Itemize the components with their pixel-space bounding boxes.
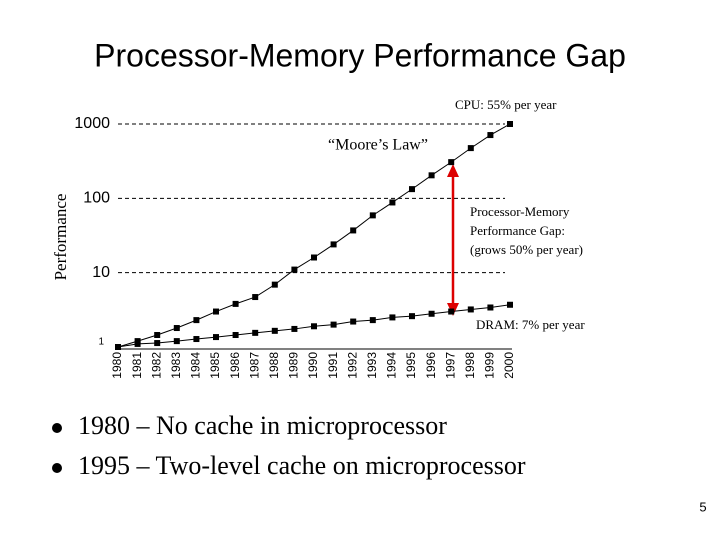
point-marker [330, 241, 337, 248]
point-marker [232, 300, 239, 307]
point-marker [487, 132, 494, 139]
point-marker [154, 340, 161, 347]
moore-annotation: “Moore’s Law” [328, 137, 428, 154]
gap-annotation: (grows 50% per year) [470, 242, 583, 257]
point-marker [448, 308, 455, 315]
x-tick-label: 1986 [228, 352, 242, 379]
page-number: 5 [699, 499, 706, 514]
point-marker [389, 314, 396, 321]
x-tick-label: 1987 [247, 352, 261, 379]
point-marker [173, 325, 180, 332]
x-tick-label: 1989 [287, 352, 301, 379]
point-marker [409, 313, 415, 320]
point-marker [428, 310, 435, 317]
bullet-text: 1995 – Two-level cache on microprocessor [78, 451, 526, 480]
point-marker [389, 199, 396, 206]
x-tick-label: 1982 [149, 352, 163, 379]
point-marker [271, 281, 278, 288]
y-tick-label: 1000 [74, 115, 110, 132]
x-tick-label: 1992 [345, 352, 359, 379]
point-marker [350, 318, 357, 325]
point-marker [252, 294, 259, 301]
x-tick-label: 1984 [189, 352, 203, 379]
bullet-dot [52, 463, 62, 473]
x-tick-label: 1996 [424, 352, 438, 379]
point-marker [173, 338, 180, 345]
point-marker [213, 334, 219, 341]
dram-annotation: DRAM: 7% per year [476, 317, 585, 332]
point-marker [134, 340, 141, 347]
slide-title: Processor-Memory Performance Gap [94, 37, 626, 73]
x-tick-label: 1998 [463, 352, 477, 379]
point-marker [409, 186, 415, 193]
x-tick-label: 1995 [404, 352, 418, 379]
x-tick-label: 1991 [326, 352, 340, 379]
point-marker [467, 145, 474, 152]
point-marker [448, 159, 455, 166]
point-marker [232, 332, 239, 339]
point-marker [291, 325, 298, 332]
x-tick-label: 1988 [267, 352, 281, 379]
point-marker [193, 317, 200, 324]
bullet-text: 1980 – No cache in microprocessor [78, 411, 447, 440]
point-marker [330, 321, 337, 328]
x-tick-label: 1997 [443, 352, 457, 379]
point-marker [428, 172, 435, 179]
x-tick-label: 1981 [130, 352, 144, 379]
y-tick-label: 100 [83, 190, 110, 207]
point-marker [193, 336, 200, 343]
x-tick-label: 1985 [208, 352, 222, 379]
point-marker [369, 317, 376, 324]
x-tick-label: 1990 [306, 352, 320, 379]
x-tick-label: 1983 [169, 352, 183, 379]
x-tick-label: 1999 [483, 352, 497, 379]
point-marker [311, 323, 317, 330]
point-marker [487, 304, 494, 311]
point-marker [507, 121, 513, 127]
cpu-annotation: CPU: 55% per year [455, 97, 557, 112]
point-marker [291, 266, 298, 273]
point-marker [252, 329, 259, 336]
gap-arrow [447, 164, 459, 316]
gap-annotation: Performance Gap: [470, 223, 565, 238]
point-marker [213, 308, 219, 315]
y-tick-label: 1 [98, 337, 104, 348]
gap-annotation: Processor-Memory [470, 204, 570, 219]
point-marker [271, 327, 278, 334]
point-marker [311, 254, 317, 261]
x-tick-label: 2000 [502, 352, 516, 379]
x-tick-label: 1994 [385, 352, 399, 379]
point-marker [115, 344, 121, 350]
bullet-dot [52, 423, 62, 433]
point-marker [507, 301, 513, 308]
x-tick-label: 1980 [110, 352, 124, 379]
point-marker [467, 306, 474, 313]
point-marker [154, 332, 161, 339]
x-tick-label: 1993 [365, 352, 379, 379]
point-marker [350, 227, 357, 234]
point-marker [369, 212, 376, 219]
y-axis-label: Performance [51, 194, 70, 281]
y-tick-label: 10 [92, 264, 110, 281]
